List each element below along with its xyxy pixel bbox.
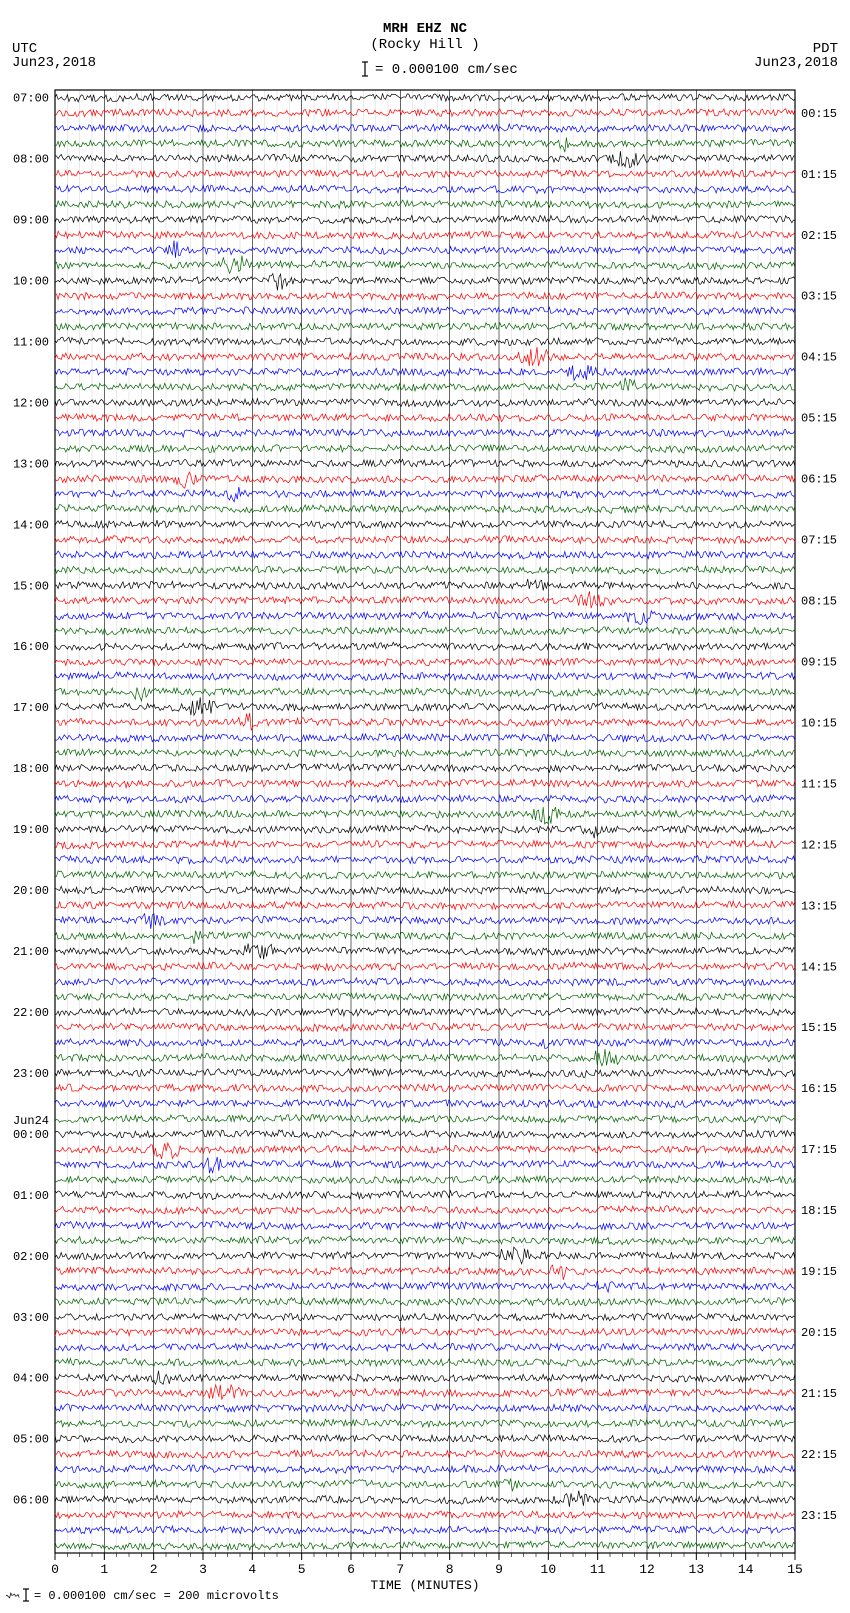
utc-hour-label: 07:00 xyxy=(13,92,49,106)
x-tick-label: 11 xyxy=(590,1562,606,1577)
pdt-hour-label: 12:15 xyxy=(801,838,837,852)
x-tick-label: 8 xyxy=(446,1562,454,1577)
utc-hour-label: 06:00 xyxy=(13,1494,49,1508)
pdt-hour-label: 06:15 xyxy=(801,473,837,487)
utc-hour-label: 04:00 xyxy=(13,1372,49,1386)
x-tick-label: 6 xyxy=(347,1562,355,1577)
scale-text: = 0.000100 cm/sec xyxy=(375,62,518,78)
pdt-hour-label: 09:15 xyxy=(801,655,837,669)
pdt-hour-label: 03:15 xyxy=(801,290,837,304)
station-code: MRH EHZ NC xyxy=(383,21,468,37)
x-tick-label: 2 xyxy=(150,1562,158,1577)
utc-hour-label: 01:00 xyxy=(13,1189,49,1203)
station-name: (Rocky Hill ) xyxy=(370,37,479,53)
x-tick-label: 9 xyxy=(495,1562,503,1577)
utc-hour-label: 11:00 xyxy=(13,335,49,349)
utc-hour-label: 19:00 xyxy=(13,823,49,837)
pdt-hour-label: 08:15 xyxy=(801,595,837,609)
pdt-hour-label: 20:15 xyxy=(801,1326,837,1340)
x-tick-label: 12 xyxy=(639,1562,655,1577)
left-date: Jun23,2018 xyxy=(12,55,96,71)
pdt-hour-label: 22:15 xyxy=(801,1448,837,1462)
pdt-hour-label: 01:15 xyxy=(801,168,837,182)
footer-mark xyxy=(6,1593,19,1598)
utc-hour-label: 21:00 xyxy=(13,945,49,959)
x-tick-label: 0 xyxy=(51,1562,59,1577)
pdt-hour-label: 11:15 xyxy=(801,777,837,791)
utc-hour-label: 20:00 xyxy=(13,884,49,898)
utc-hour-label: 17:00 xyxy=(13,701,49,715)
utc-hour-label: 00:00 xyxy=(13,1128,49,1142)
pdt-hour-label: 18:15 xyxy=(801,1204,837,1218)
utc-hour-label: 08:00 xyxy=(13,153,49,167)
x-tick-label: 13 xyxy=(689,1562,705,1577)
utc-hour-label: 12:00 xyxy=(13,396,49,410)
pdt-hour-label: 13:15 xyxy=(801,899,837,913)
right-date: Jun23,2018 xyxy=(754,55,838,71)
x-tick-label: 7 xyxy=(396,1562,404,1577)
utc-hour-label: 14:00 xyxy=(13,518,49,532)
pdt-hour-label: 17:15 xyxy=(801,1143,837,1157)
pdt-hour-label: 07:15 xyxy=(801,534,837,548)
x-tick-label: 15 xyxy=(787,1562,803,1577)
x-tick-label: 14 xyxy=(738,1562,754,1577)
utc-hour-label: 02:00 xyxy=(13,1250,49,1264)
pdt-hour-label: 05:15 xyxy=(801,412,837,426)
pdt-hour-label: 02:15 xyxy=(801,229,837,243)
pdt-hour-label: 21:15 xyxy=(801,1387,837,1401)
helicorder-svg: MRH EHZ NC(Rocky Hill ) = 0.000100 cm/sec… xyxy=(0,0,850,1613)
utc-date-change: Jun24 xyxy=(13,1114,49,1128)
pdt-hour-label: 16:15 xyxy=(801,1082,837,1096)
pdt-hour-label: 23:15 xyxy=(801,1509,837,1523)
pdt-hour-label: 10:15 xyxy=(801,716,837,730)
utc-hour-label: 13:00 xyxy=(13,457,49,471)
utc-hour-label: 23:00 xyxy=(13,1067,49,1081)
pdt-hour-label: 15:15 xyxy=(801,1021,837,1035)
x-axis-label: TIME (MINUTES) xyxy=(370,1578,479,1593)
utc-hour-label: 09:00 xyxy=(13,214,49,228)
utc-hour-label: 10:00 xyxy=(13,274,49,288)
x-tick-label: 1 xyxy=(100,1562,108,1577)
pdt-hour-label: 19:15 xyxy=(801,1265,837,1279)
pdt-hour-label: 00:15 xyxy=(801,107,837,121)
x-tick-label: 4 xyxy=(248,1562,256,1577)
utc-hour-label: 22:00 xyxy=(13,1006,49,1020)
helicorder-container: MRH EHZ NC(Rocky Hill ) = 0.000100 cm/sec… xyxy=(0,0,850,1613)
utc-hour-label: 16:00 xyxy=(13,640,49,654)
utc-hour-label: 15:00 xyxy=(13,579,49,593)
pdt-hour-label: 04:15 xyxy=(801,351,837,365)
x-tick-label: 5 xyxy=(298,1562,306,1577)
x-tick-label: 10 xyxy=(541,1562,557,1577)
footer-scale-text: = 0.000100 cm/sec = 200 microvolts xyxy=(34,1589,279,1603)
pdt-hour-label: 14:15 xyxy=(801,960,837,974)
x-tick-label: 3 xyxy=(199,1562,207,1577)
utc-hour-label: 03:00 xyxy=(13,1311,49,1325)
utc-hour-label: 18:00 xyxy=(13,762,49,776)
utc-hour-label: 05:00 xyxy=(13,1433,49,1447)
